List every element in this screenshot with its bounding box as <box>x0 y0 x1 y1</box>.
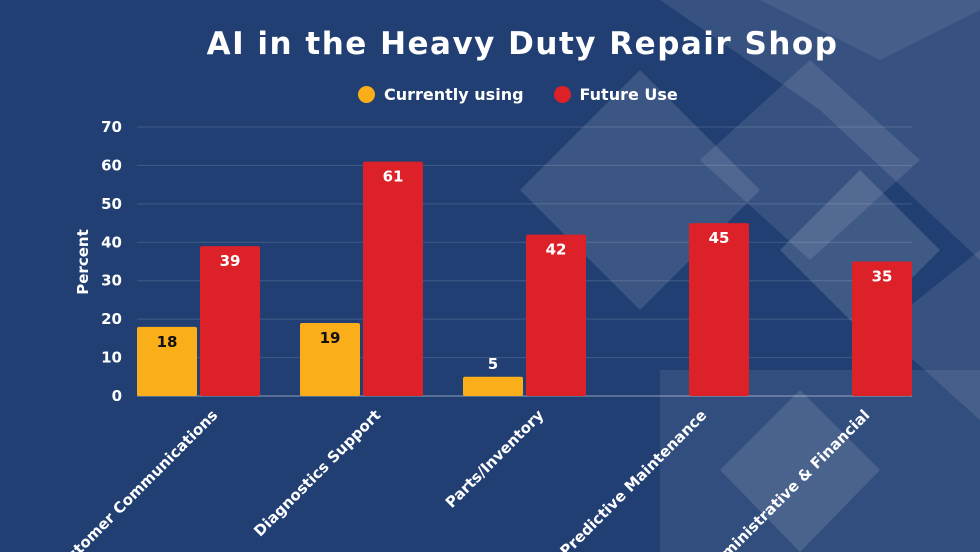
y-axis-label: Percent <box>74 229 92 294</box>
bar <box>200 246 260 396</box>
bar <box>137 326 197 396</box>
y-tick-label: 40 <box>101 233 122 251</box>
legend-item-future-use: Future Use <box>553 85 678 104</box>
bar <box>463 376 523 396</box>
chart-title: AI in the Heavy Duty Repair Shop <box>206 26 839 62</box>
data-label: 61 <box>383 168 404 186</box>
legend: Currently using Future Use <box>358 85 678 104</box>
y-tick-label: 0 <box>112 387 122 405</box>
legend-swatch-future-use <box>553 86 571 103</box>
data-label: 45 <box>709 229 730 247</box>
data-label: 19 <box>320 329 341 347</box>
x-tick-label: Customer Communications <box>48 406 221 552</box>
bar <box>363 161 423 396</box>
y-tick-label: 20 <box>101 310 122 328</box>
data-label: 18 <box>157 333 178 351</box>
bar <box>689 223 749 396</box>
y-tick-label: 50 <box>101 195 122 213</box>
data-label: 5 <box>488 355 498 373</box>
legend-item-currently-using: Currently using <box>358 85 524 104</box>
y-tick-labels: 0 10 20 30 40 50 60 70 <box>101 118 122 405</box>
x-tick-label: Parts/Inventory <box>442 406 548 512</box>
legend-swatch-currently-using <box>358 86 375 103</box>
y-tick-label: 70 <box>101 118 122 136</box>
legend-label: Currently using <box>384 85 524 104</box>
data-label: 39 <box>220 252 241 270</box>
x-tick-label: Diagnostics Support <box>250 406 384 540</box>
y-tick-label: 30 <box>101 272 122 290</box>
legend-label: Future Use <box>579 85 678 104</box>
y-tick-label: 60 <box>101 156 122 174</box>
bar <box>526 234 586 396</box>
bar <box>852 261 912 396</box>
gridlines <box>137 126 912 397</box>
data-label: 42 <box>546 241 567 259</box>
bar <box>300 322 360 396</box>
bars: 18 39 19 61 5 42 45 35 <box>137 161 912 396</box>
y-tick-label: 10 <box>101 349 122 367</box>
data-label: 35 <box>872 268 893 286</box>
